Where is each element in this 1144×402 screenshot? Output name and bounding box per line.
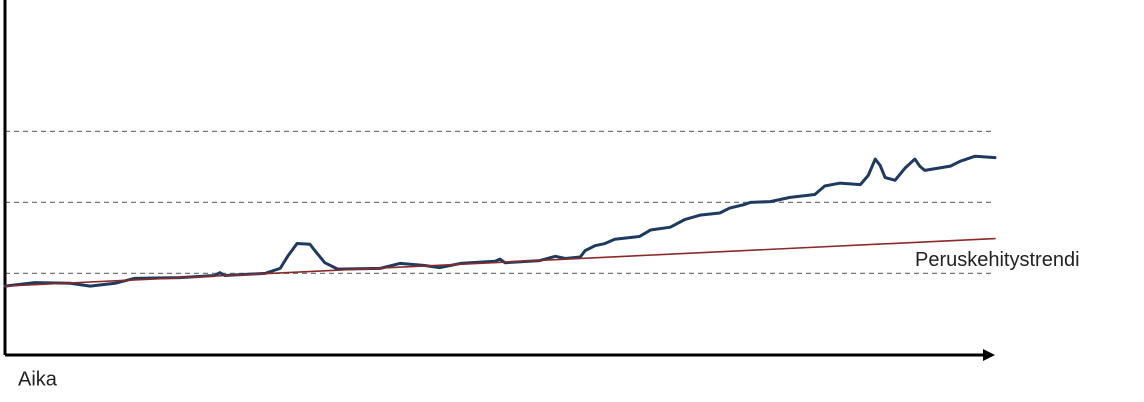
x-axis-label: Aika	[18, 368, 58, 390]
x-axis-arrow	[983, 349, 995, 361]
data-line	[3, 154, 997, 288]
trend-line	[4, 237, 996, 287]
series-label: Peruskehitystrendi	[915, 249, 1080, 271]
